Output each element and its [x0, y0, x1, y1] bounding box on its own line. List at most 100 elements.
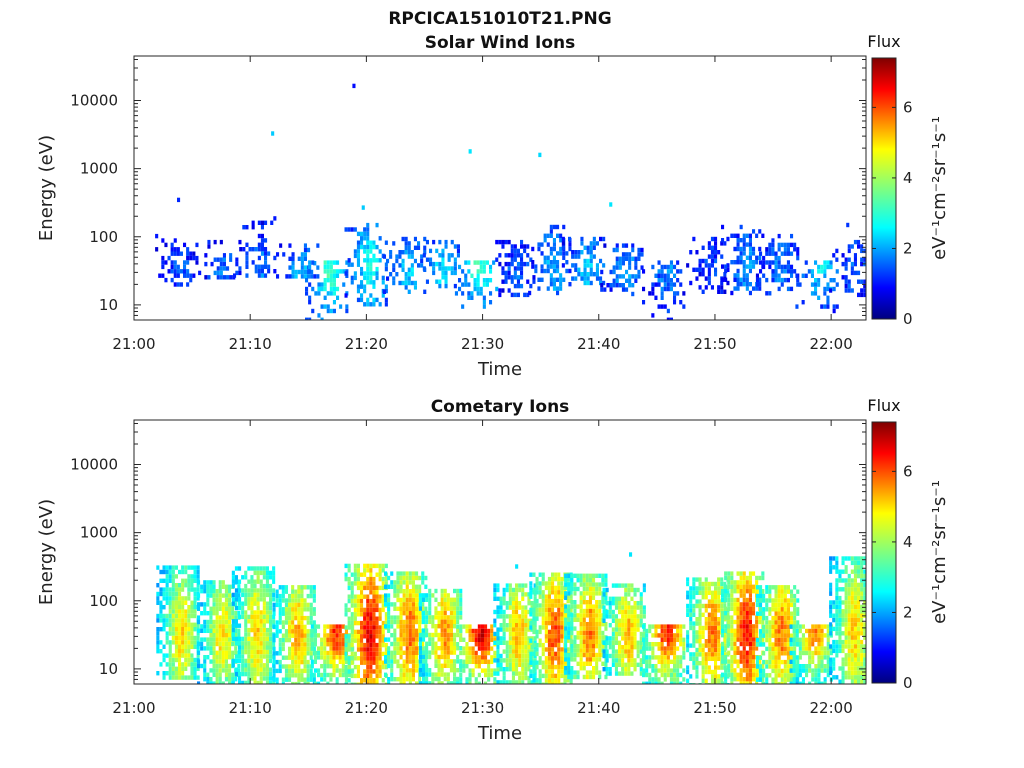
heatmap-cell [614, 653, 618, 659]
heatmap-cell [518, 601, 522, 606]
heatmap-cell [428, 632, 432, 638]
heatmap-cell [281, 620, 285, 625]
heatmap-cell [187, 631, 191, 636]
heatmap-cell [395, 272, 399, 277]
heatmap-cell [633, 658, 637, 663]
heatmap-cell [745, 580, 749, 585]
heatmap-cell [595, 635, 599, 640]
heatmap-cell [608, 601, 612, 606]
heatmap-cell [624, 636, 628, 641]
heatmap-cell [707, 669, 711, 675]
heatmap-cell [259, 649, 263, 655]
heatmap-cell [582, 582, 586, 587]
heatmap-cell [212, 659, 216, 664]
heatmap-cell [614, 662, 618, 667]
heatmap-cell [570, 586, 574, 592]
heatmap-cell [530, 636, 534, 641]
heatmap-cell [159, 578, 163, 583]
heatmap-cell [546, 233, 550, 238]
heatmap-cell [224, 672, 228, 677]
heatmap-cell [479, 264, 483, 270]
heatmap-cell [344, 625, 348, 630]
heatmap-cell [332, 637, 336, 642]
heatmap-cell [485, 278, 489, 283]
heatmap-cell [387, 650, 391, 655]
heatmap-cell [363, 227, 367, 232]
heatmap-cell [347, 563, 351, 569]
heatmap-cell [242, 247, 246, 252]
heatmap-cell [571, 254, 575, 259]
heatmap-cell [216, 275, 220, 280]
heatmap-cell [418, 602, 422, 607]
heatmap-cell [557, 642, 561, 648]
heatmap-cell [482, 304, 486, 309]
heatmap-cell [707, 656, 711, 661]
heatmap-cell [560, 651, 564, 657]
heatmap-cell [651, 668, 655, 673]
heatmap-cell [721, 238, 725, 243]
heatmap-cell [487, 646, 491, 651]
heatmap-cell [381, 664, 385, 670]
heatmap-cell [401, 263, 405, 268]
heatmap-cell [434, 676, 438, 682]
heatmap-cell [238, 623, 242, 628]
heatmap-cell [425, 610, 429, 616]
heatmap-cell [212, 589, 216, 594]
figure-title: RPCICA151010T21.PNG [388, 9, 611, 29]
heatmap-cell [863, 248, 866, 254]
heatmap-cell [554, 598, 558, 604]
heatmap-cell [453, 676, 457, 682]
heatmap-cell [595, 613, 599, 618]
heatmap-cell [372, 297, 376, 303]
heatmap-cell [714, 236, 718, 242]
heatmap-cell [234, 605, 238, 611]
heatmap-cell [570, 670, 574, 675]
heatmap-cell [707, 647, 711, 653]
heatmap-cell [170, 247, 174, 252]
heatmap-cell [660, 646, 664, 651]
heatmap-cell [247, 676, 251, 681]
heatmap-cell [221, 646, 225, 651]
heatmap-cell [468, 149, 472, 154]
heatmap-cell [369, 656, 373, 661]
heatmap-cell [465, 664, 469, 669]
heatmap-cell [350, 625, 354, 630]
heatmap-cell [393, 628, 397, 633]
heatmap-cell [790, 233, 794, 239]
heatmap-cell [366, 625, 370, 630]
heatmap-cell [580, 236, 584, 242]
heatmap-cell [547, 576, 551, 582]
heatmap-cell [197, 615, 201, 620]
heatmap-cell [669, 681, 673, 684]
heatmap-cell [434, 663, 438, 668]
heatmap-cell [181, 613, 185, 619]
heatmap-cell [215, 659, 219, 664]
heatmap-cell [366, 594, 370, 599]
heatmap-cell [197, 580, 201, 585]
heatmap-cell [399, 606, 403, 611]
heatmap-cell [308, 300, 312, 305]
heatmap-cell [278, 585, 282, 590]
heatmap-cell [347, 664, 351, 670]
heatmap-cell [547, 585, 551, 591]
heatmap-cell [375, 266, 379, 272]
heatmap-cell [676, 655, 680, 660]
heatmap-cell [259, 619, 263, 624]
heatmap-cell [238, 601, 242, 606]
heatmap-cell [174, 653, 178, 658]
heatmap-cell [425, 676, 429, 682]
heatmap-cell [335, 633, 339, 638]
heatmap-cell [300, 646, 304, 652]
heatmap-cell [547, 629, 551, 635]
heatmap-cell [366, 678, 370, 683]
heatmap-cell [193, 569, 197, 575]
heatmap-cell [173, 282, 177, 287]
heatmap-cell [244, 671, 248, 677]
heatmap-cell [184, 675, 188, 680]
heatmap-cell [372, 576, 376, 582]
heatmap-cell [369, 651, 373, 657]
heatmap-cell [244, 583, 248, 589]
heatmap-cell [724, 584, 728, 589]
heatmap-cell [297, 651, 301, 656]
